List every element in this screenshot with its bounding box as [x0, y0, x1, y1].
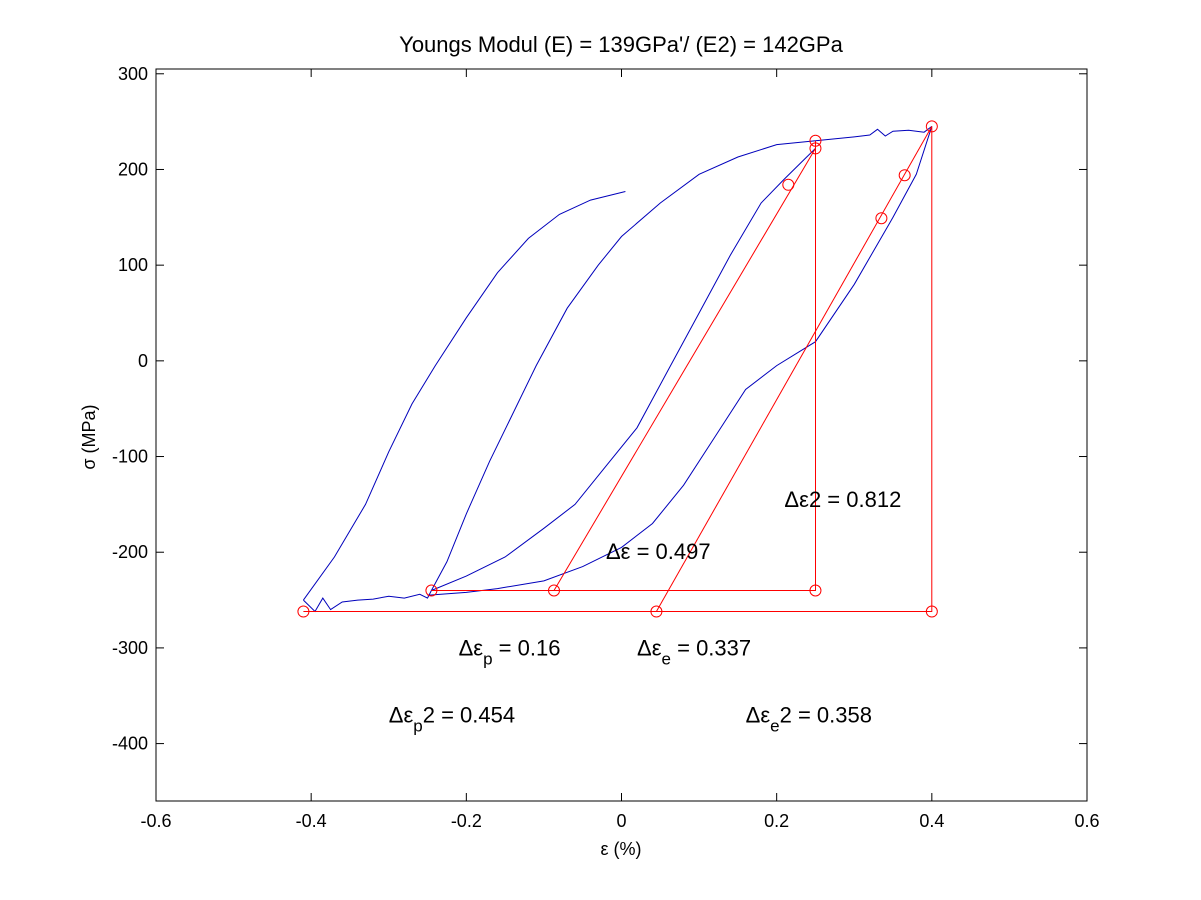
- y-tick-label: -300: [112, 638, 148, 658]
- annotation-symbol: Δε: [389, 703, 414, 728]
- circle-marker-3: [425, 584, 438, 597]
- annotation-symbol: Δε: [746, 703, 771, 728]
- delta-epsilon-annotation-4: Δεp2 = 0.454: [389, 703, 515, 736]
- delta-epsilon-annotation-5: Δεe2 = 0.358: [746, 703, 872, 736]
- annotation-subscript: e: [770, 717, 779, 736]
- marker-group: [297, 120, 938, 618]
- annotation-symbol: Δε: [459, 636, 484, 661]
- annotation-symbol: Δε: [606, 539, 631, 564]
- circle-marker-6: [809, 142, 822, 155]
- circle-marker-5: [809, 584, 822, 597]
- hysteresis-curve-3: [431, 148, 816, 591]
- annotation-value: 2 = 0.454: [423, 703, 515, 728]
- circle-marker-2: [925, 605, 938, 618]
- y-axis-label: σ (MPa): [79, 404, 99, 469]
- delta-epsilon-annotation-3: Δεe = 0.337: [637, 636, 751, 669]
- circle-marker-10: [898, 169, 911, 182]
- annotation-value: 2 = 0.358: [780, 703, 872, 728]
- y-tick-label: 200: [118, 159, 148, 179]
- circle-marker-9: [875, 212, 888, 225]
- annotation-subscript: p: [413, 717, 422, 736]
- delta-epsilon-annotation-0: Δε2 = 0.812: [784, 487, 901, 512]
- hysteresis-curve-1: [302, 191, 626, 601]
- y-axis-ticks: -400 -300 -200 -100 0 100 200 300: [112, 64, 1087, 754]
- y-tick-label: 0: [138, 351, 148, 371]
- circle-marker-1: [650, 605, 663, 618]
- x-tick-label: 0.2: [764, 811, 789, 831]
- annotation-value: = 0.16: [493, 636, 561, 661]
- y-tick-label: -100: [112, 447, 148, 467]
- circle-marker-11: [925, 120, 938, 133]
- construction-line-6: [303, 126, 933, 612]
- y-tick-label: 300: [118, 64, 148, 84]
- plot-frame: [155, 68, 1088, 802]
- delta-epsilon-annotation-2: Δεp = 0.16: [459, 636, 561, 669]
- delta-epsilon-annotation-1: Δε = 0.497: [606, 539, 711, 564]
- x-tick-label: -0.6: [140, 811, 171, 831]
- annotation-value: = 0.337: [671, 636, 751, 661]
- annotation-value: 2 = 0.812: [809, 487, 901, 512]
- construction-line-8: [553, 148, 816, 591]
- x-tick-label: 0.4: [919, 811, 944, 831]
- annotation-symbol: Δε: [784, 487, 809, 512]
- annotation-subscript: p: [483, 650, 492, 669]
- hysteresis-curve-2: [430, 140, 816, 591]
- circle-marker-4: [548, 584, 561, 597]
- x-axis-ticks: -0.6 -0.4 -0.2 0 0.2 0.4 0.6: [140, 69, 1100, 831]
- chart-title: Youngs Modul (E) = 139GPa'/ (E2) = 142GP…: [399, 32, 843, 57]
- x-axis-label: ε (%): [600, 839, 641, 859]
- y-tick-label: 100: [118, 255, 148, 275]
- annotation-subscript: e: [662, 650, 671, 669]
- x-tick-label: 0: [616, 811, 626, 831]
- annotation-value: = 0.497: [630, 539, 710, 564]
- y-tick-label: -400: [112, 734, 148, 754]
- circle-marker-7: [809, 134, 822, 147]
- construction-line-9: [655, 126, 933, 612]
- hysteresis-curve-0: [303, 590, 432, 613]
- hysteresis-curve-5: [815, 126, 933, 142]
- y-tick-label: -200: [112, 542, 148, 562]
- x-tick-label: -0.4: [296, 811, 327, 831]
- circle-marker-0: [297, 605, 310, 618]
- circle-marker-8: [782, 178, 795, 191]
- annotation-symbol: Δε: [637, 636, 662, 661]
- hysteresis-curve-4: [427, 126, 933, 596]
- x-tick-label: -0.2: [451, 811, 482, 831]
- x-tick-label: 0.6: [1074, 811, 1099, 831]
